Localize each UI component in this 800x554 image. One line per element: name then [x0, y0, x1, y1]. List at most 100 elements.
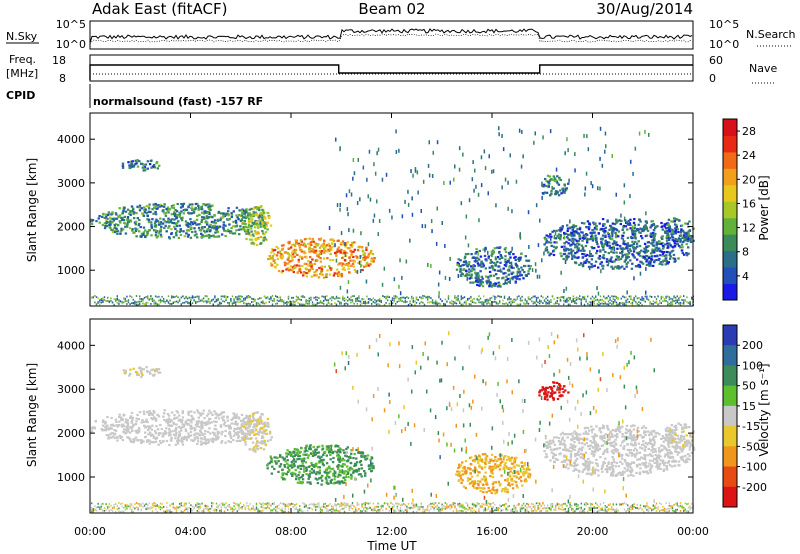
scatter-cell: [148, 413, 151, 416]
scatter-cell: [683, 239, 686, 242]
scatter-cell: [550, 244, 553, 247]
nsearch-trace: [89, 33, 693, 45]
scatter-cell: [207, 233, 211, 237]
scatter-cell: [156, 220, 160, 223]
scatter-cell: [447, 296, 450, 299]
scatter-cell: [568, 227, 571, 230]
scatter-cell: [630, 267, 634, 270]
scatter-cell: [662, 251, 666, 254]
scatter-cell: [291, 250, 295, 253]
scatter-cell: [94, 295, 96, 297]
scatter-cell: [509, 250, 513, 253]
scatter-cell: [554, 237, 558, 240]
scatter-cell: [204, 441, 207, 444]
scatter-cell: [249, 234, 252, 237]
scatter-cell: [583, 222, 586, 225]
scatter-cell: [144, 229, 147, 232]
sparse-echoes: [328, 126, 654, 296]
scatter-cell: [611, 222, 615, 225]
scatter-cell: [341, 481, 345, 484]
scatter-cell: [541, 192, 545, 195]
scatter-cell: [671, 238, 674, 242]
scatter-cell: [623, 183, 626, 188]
colorbar-tick-label: 12: [742, 222, 756, 235]
scatter-cell: [329, 259, 332, 262]
scatter-cell: [182, 202, 186, 205]
scatter-cell: [611, 300, 613, 302]
scatter-cell: [543, 251, 545, 256]
scatter-cell: [353, 241, 356, 244]
scatter-cell: [203, 297, 205, 300]
scatter-cell: [657, 295, 659, 298]
scatter-cell: [678, 302, 680, 305]
scatter-cell: [316, 466, 320, 469]
scatter-cell: [228, 217, 231, 221]
scatter-cell: [464, 253, 468, 256]
scatter-cell: [561, 296, 563, 299]
scatter-cell: [340, 272, 343, 276]
scatter-cell: [151, 299, 154, 301]
scatter-cell: [454, 295, 456, 297]
scatter-cell: [324, 296, 326, 299]
scatter-cell: [251, 415, 254, 418]
scatter-cell: [163, 298, 165, 300]
scatter-cell: [253, 226, 257, 229]
scatter-cell: [472, 264, 475, 268]
scatter-cell: [559, 298, 562, 301]
scatter-cell: [188, 296, 190, 299]
scatter-cell: [395, 297, 397, 300]
scatter-cell: [602, 257, 606, 260]
scatter-cell: [295, 298, 298, 301]
scatter-cell: [545, 303, 547, 305]
scatter-cell: [377, 147, 380, 152]
scatter-cell: [601, 299, 603, 302]
scatter-cell: [140, 439, 144, 442]
scatter-cell: [256, 243, 259, 247]
scatter-cell: [148, 207, 151, 210]
scatter-cell: [568, 178, 570, 183]
scatter-cell: [217, 303, 219, 306]
scatter-cell: [121, 418, 124, 422]
scatter-cell: [152, 374, 155, 377]
scatter-cell: [308, 264, 311, 267]
scatter-cell: [178, 212, 182, 215]
scatter-cell: [198, 429, 202, 432]
scatter-cell: [578, 263, 581, 266]
scatter-cell: [549, 233, 552, 236]
scatter-cell: [121, 301, 123, 303]
scatter-cell: [508, 253, 511, 256]
scatter-cell: [174, 437, 177, 440]
scatter-cell: [562, 248, 566, 251]
scatter-cell: [275, 302, 277, 305]
scatter-cell: [548, 175, 551, 178]
scatter-cell: [133, 211, 136, 214]
colorbar-frame: [722, 118, 738, 301]
scatter-cell: [295, 239, 299, 242]
scatter-cell: [150, 440, 153, 443]
scatter-cell: [138, 411, 142, 414]
scatter-cell: [420, 297, 422, 300]
scatter-cell: [211, 413, 214, 416]
scatter-cell: [661, 237, 664, 241]
scatter-cell: [603, 302, 605, 305]
scatter-cell: [523, 271, 526, 274]
scatter-cell: [464, 235, 467, 240]
scatter-cell: [544, 247, 548, 251]
scatter-cell: [564, 301, 566, 303]
scatter-cell: [340, 471, 343, 474]
scatter-cell: [576, 242, 579, 245]
scatter-cell: [304, 449, 308, 452]
scatter-cell: [310, 275, 313, 278]
scatter-cell: [315, 243, 318, 246]
scatter-cell: [610, 265, 614, 268]
scatter-cell: [673, 300, 675, 302]
scatter-cell: [609, 225, 613, 228]
scatter-cell: [650, 224, 653, 228]
scatter-cell: [599, 126, 602, 131]
scatter-cell: [313, 245, 316, 248]
scatter-cell: [171, 303, 173, 305]
scatter-cell: [399, 297, 402, 299]
scatter-cell: [356, 256, 359, 259]
scatter-cell: [339, 448, 343, 451]
scatter-cell: [551, 178, 555, 181]
